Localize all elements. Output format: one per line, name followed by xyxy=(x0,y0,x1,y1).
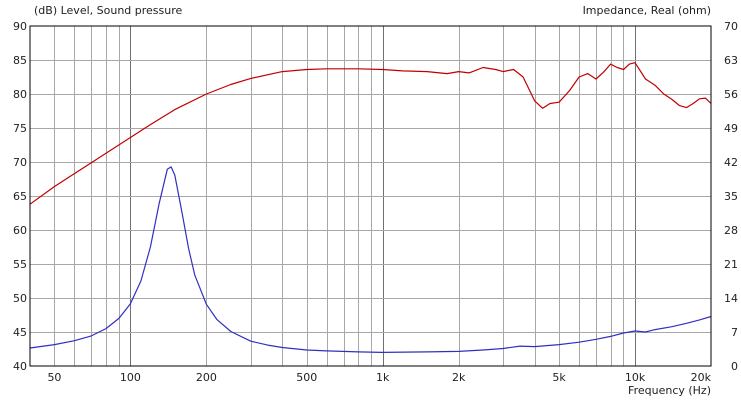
x-tick-label: 200 xyxy=(196,371,217,384)
y-right-tick-label: 7 xyxy=(731,326,738,339)
y-left-tick-label: 85 xyxy=(13,54,27,67)
series-line-impedance xyxy=(29,166,712,353)
y-left-tick-label: 65 xyxy=(13,190,27,203)
y-left-tick-label: 40 xyxy=(13,360,27,373)
y-right-tick-label: 70 xyxy=(724,20,738,33)
y-left-tick-label: 45 xyxy=(13,326,27,339)
y-right-tick-label: 21 xyxy=(724,258,738,271)
x-axis-title: Frequency (Hz) xyxy=(628,384,711,397)
y-left-tick-label: 90 xyxy=(13,20,27,33)
y-right-tick-label: 49 xyxy=(724,122,738,135)
y-left-tick-label: 55 xyxy=(13,258,27,271)
y-right-tick-label: 28 xyxy=(724,224,738,237)
y-axis-right-title: Impedance, Real (ohm) xyxy=(583,4,711,17)
x-tick-label: 50 xyxy=(47,371,61,384)
x-tick-label: 20k xyxy=(691,371,712,384)
series-line-level xyxy=(29,62,712,205)
grid xyxy=(30,26,711,366)
y-left-tick-label: 60 xyxy=(13,224,27,237)
x-tick-label: 100 xyxy=(120,371,141,384)
x-tick-label: 500 xyxy=(296,371,317,384)
y-left-tick-label: 75 xyxy=(13,122,27,135)
x-tick-label: 2k xyxy=(452,371,466,384)
x-tick-label: 5k xyxy=(552,371,566,384)
series-layer xyxy=(29,62,712,353)
tick-labels: 40 45 50 55 60 65 70 75 80 85 90 0 7 14 21 28 35 42 49 56 63… xyxy=(13,20,738,384)
y-right-tick-label: 56 xyxy=(724,88,738,101)
x-tick-label: 1k xyxy=(376,371,390,384)
y-right-tick-label: 35 xyxy=(724,190,738,203)
y-right-tick-label: 0 xyxy=(731,360,738,373)
plot-frame xyxy=(29,25,712,367)
y-right-tick-label: 63 xyxy=(724,54,738,67)
y-right-tick-label: 42 xyxy=(724,156,738,169)
y-right-tick-label: 14 xyxy=(724,292,738,305)
x-tick-label: 10k xyxy=(625,371,646,384)
y-left-tick-label: 80 xyxy=(13,88,27,101)
y-left-tick-label: 50 xyxy=(13,292,27,305)
y-left-tick-label: 70 xyxy=(13,156,27,169)
y-axis-left-title: (dB) Level, Sound pressure xyxy=(34,4,183,17)
